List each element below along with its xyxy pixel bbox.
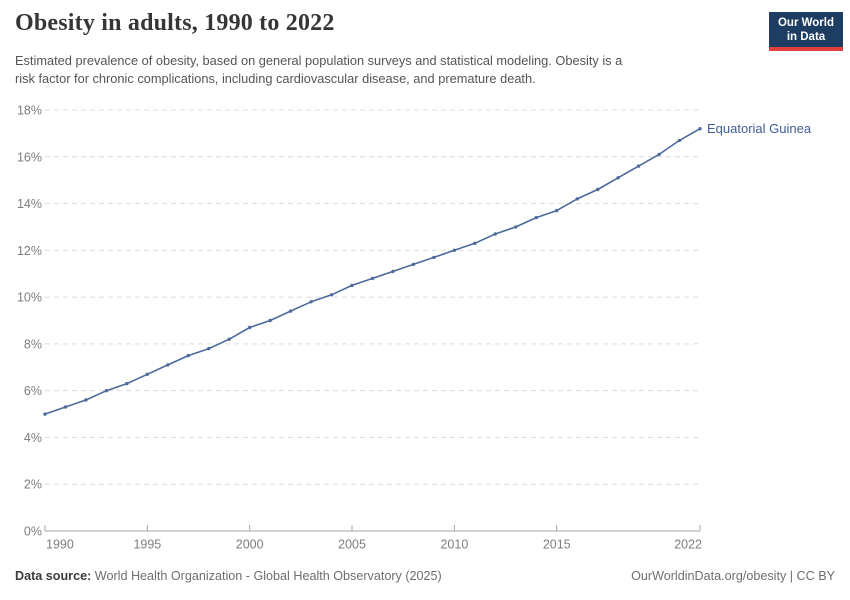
data-point-2019[interactable] <box>636 164 641 168</box>
page-title: Obesity in adults, 1990 to 2022 <box>15 10 335 36</box>
chart-subtitle: Estimated prevalence of obesity, based o… <box>15 52 622 87</box>
x-axis-label: 1995 <box>133 538 161 552</box>
data-point-2010[interactable] <box>452 248 457 252</box>
y-axis-label: 14% <box>17 197 42 211</box>
data-point-2022[interactable] <box>698 127 702 131</box>
owid-logo[interactable]: Our World in Data <box>769 12 843 51</box>
y-axis-label: 6% <box>24 384 42 398</box>
data-point-2011[interactable] <box>473 241 477 245</box>
x-axis-label: 2010 <box>440 538 468 552</box>
x-axis-label: 2022 <box>674 538 702 552</box>
data-point-2005[interactable] <box>350 283 354 288</box>
data-point-1992[interactable] <box>84 398 88 402</box>
data-point-2017[interactable] <box>596 187 600 192</box>
y-axis-label: 12% <box>17 244 42 258</box>
y-axis-label: 18% <box>17 104 42 118</box>
y-axis-label: 0% <box>24 525 42 539</box>
data-point-2007[interactable] <box>391 269 395 274</box>
owid-logo-stripe <box>769 47 843 51</box>
data-point-1993[interactable] <box>104 389 109 393</box>
series-label-equatorial-guinea[interactable]: Equatorial Guinea <box>707 121 812 136</box>
data-point-2002[interactable] <box>288 309 293 313</box>
y-axis-label: 10% <box>17 291 42 305</box>
x-axis-label: 2015 <box>543 538 571 552</box>
subtitle-line-2: risk factor for chronic complications, i… <box>15 70 536 86</box>
data-point-2004[interactable] <box>329 293 334 297</box>
data-point-2014[interactable] <box>534 215 538 220</box>
y-axis-label: 4% <box>24 431 42 445</box>
subtitle-line-1: Estimated prevalence of obesity, based o… <box>15 53 623 68</box>
x-axis-label: 2000 <box>236 538 264 552</box>
data-point-2021[interactable] <box>677 138 682 143</box>
owid-logo-text: Our World in Data <box>769 12 843 47</box>
data-point-2015[interactable] <box>555 208 559 213</box>
data-point-2003[interactable] <box>309 300 313 304</box>
data-point-2001[interactable] <box>268 318 272 323</box>
data-point-2016[interactable] <box>575 197 579 201</box>
data-point-2009[interactable] <box>432 255 436 260</box>
y-axis-label: 2% <box>24 478 42 492</box>
data-point-2020[interactable] <box>657 152 661 157</box>
data-point-1998[interactable] <box>207 346 211 351</box>
chart-footer: Data source: World Health Organization -… <box>15 569 835 583</box>
data-point-2018[interactable] <box>616 176 620 180</box>
data-point-1997[interactable] <box>186 353 190 358</box>
data-source-text: World Health Organization - Global Healt… <box>94 569 442 583</box>
data-point-2000[interactable] <box>248 325 252 330</box>
data-point-1995[interactable] <box>145 372 149 376</box>
data-source-label: Data source: <box>15 569 92 583</box>
y-axis-label: 16% <box>17 150 42 164</box>
data-point-2008[interactable] <box>411 262 416 267</box>
data-point-2013[interactable] <box>514 225 518 229</box>
data-source: Data source: World Health Organization -… <box>15 569 442 583</box>
data-point-1990[interactable] <box>43 412 47 416</box>
data-point-1991[interactable] <box>63 405 68 409</box>
data-point-1996[interactable] <box>166 363 170 367</box>
x-axis-label: 1990 <box>46 538 74 552</box>
series-line-equatorial-guinea[interactable] <box>44 128 701 415</box>
attribution-link[interactable]: OurWorldinData.org/obesity | CC BY <box>631 569 835 583</box>
data-point-2006[interactable] <box>370 276 375 281</box>
data-point-1999[interactable] <box>227 337 231 341</box>
data-point-1994[interactable] <box>125 381 129 386</box>
y-axis-label: 8% <box>24 337 42 351</box>
data-point-2012[interactable] <box>493 232 497 236</box>
x-axis-label: 2005 <box>338 538 366 552</box>
